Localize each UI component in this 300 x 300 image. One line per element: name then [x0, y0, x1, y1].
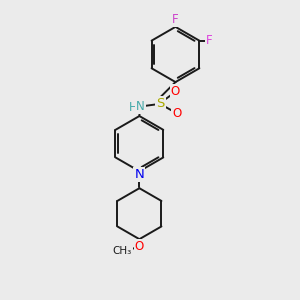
- Text: O: O: [171, 85, 180, 98]
- Text: S: S: [156, 97, 165, 110]
- Text: O: O: [135, 240, 144, 253]
- Text: F: F: [206, 34, 212, 47]
- Text: CH₃: CH₃: [113, 246, 132, 256]
- Text: O: O: [172, 107, 181, 120]
- Text: N: N: [136, 100, 145, 113]
- Text: N: N: [134, 168, 144, 181]
- Text: H: H: [129, 101, 137, 114]
- Text: F: F: [172, 13, 179, 26]
